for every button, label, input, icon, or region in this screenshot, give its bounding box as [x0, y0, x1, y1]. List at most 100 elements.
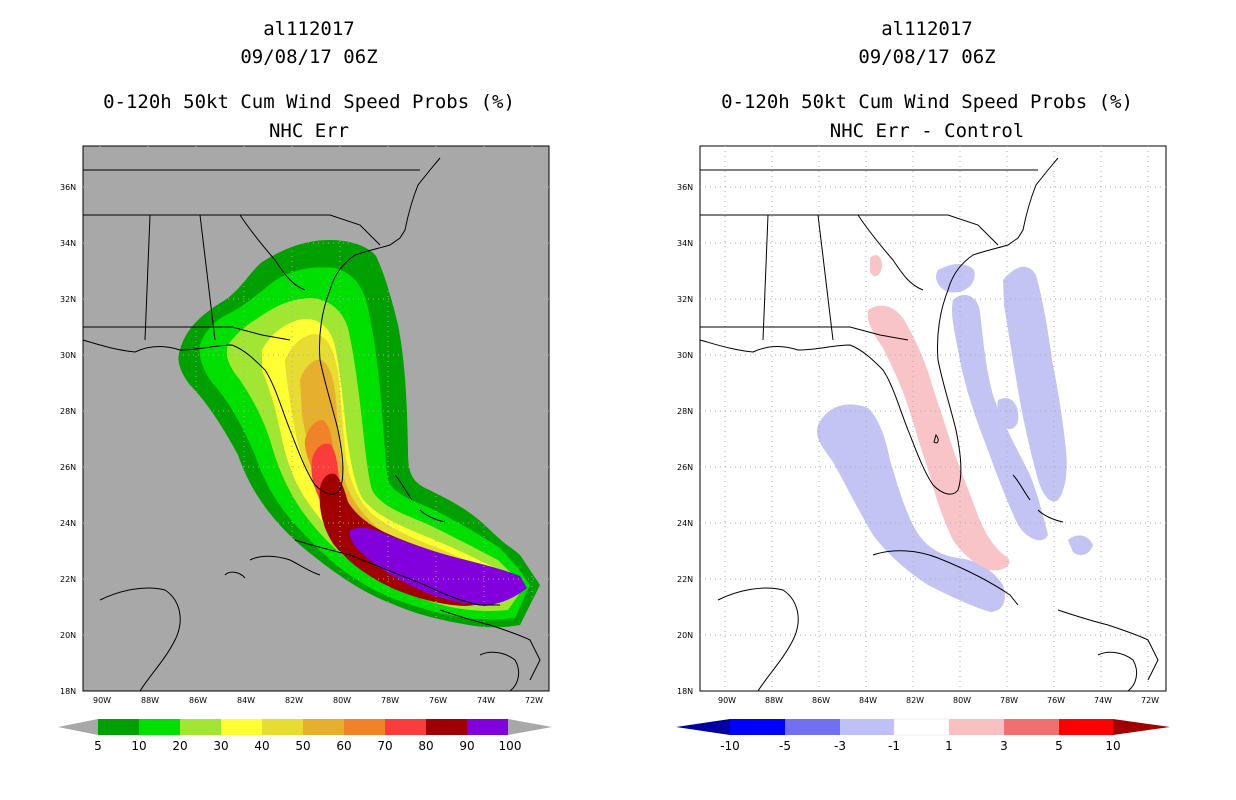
left-lat-label: 18N [60, 687, 76, 696]
right-panel: al112017 09/08/17 06Z 0-120h 50kt Cum Wi… [618, 0, 1236, 800]
right-colorbar-cell [893, 718, 950, 736]
left-colorbar-label: 5 [94, 739, 102, 753]
left-datetime: 09/08/17 06Z [240, 46, 378, 68]
right-colorbar-label: -5 [779, 739, 791, 753]
right-product-title: 0-120h 50kt Cum Wind Speed Probs (%) [721, 91, 1133, 113]
right-colorbar-cell [1059, 719, 1113, 735]
negative-diff-region [997, 398, 1019, 430]
left-lat-ticks: 18N 20N 22N 24N 26N 28N 30N 32N 34N 36N [60, 183, 76, 696]
right-lat-label: 30N [677, 351, 693, 360]
left-storm-id: al112017 [263, 18, 355, 40]
right-colorbar-label: 5 [1055, 739, 1063, 753]
left-colorbar-label: 90 [459, 739, 474, 753]
left-lat-label: 32N [60, 295, 76, 304]
left-lat-label: 36N [60, 183, 76, 192]
left-lat-label: 34N [60, 239, 76, 248]
left-product-title: 0-120h 50kt Cum Wind Speed Probs (%) [103, 91, 515, 113]
right-lon-label: 90W [718, 696, 736, 705]
right-difference-fields [817, 255, 1093, 612]
left-colorbar-cell [344, 719, 385, 735]
left-lat-label: 22N [60, 575, 76, 584]
left-colorbar-under-arrow [58, 719, 98, 735]
right-colorbar-label: -3 [834, 739, 846, 753]
right-map: 18N 20N 22N 24N 26N 28N 30N 32N 34N 36N … [677, 145, 1167, 705]
negative-diff-region [1068, 535, 1093, 556]
left-subtitle: NHC Err [268, 120, 350, 142]
left-colorbar-cell [385, 719, 426, 735]
right-colorbar-cell [949, 719, 1004, 735]
right-lon-label: 86W [812, 696, 830, 705]
left-colorbar-label: 10 [131, 739, 146, 753]
right-lat-label: 24N [677, 519, 693, 528]
left-colorbar-cell [426, 719, 467, 735]
right-lat-label: 22N [677, 575, 693, 584]
right-lat-label: 28N [677, 407, 693, 416]
left-lat-label: 20N [60, 631, 76, 640]
left-colorbar-cell [180, 719, 221, 735]
left-colorbar-label: 70 [377, 739, 392, 753]
right-lat-label: 34N [677, 239, 693, 248]
right-colorbar-cell [785, 719, 840, 735]
right-map-svg: 18N 20N 22N 24N 26N 28N 30N 32N 34N 36N … [676, 145, 1170, 753]
left-lon-label: 74W [477, 696, 495, 705]
right-lat-label: 32N [677, 295, 693, 304]
band-90 [349, 527, 527, 606]
right-lat-label: 18N [677, 687, 693, 696]
right-lat-label: 26N [677, 463, 693, 472]
negative-diff-region [1003, 266, 1067, 502]
right-lon-label: 80W [953, 696, 971, 705]
right-colorbar-label: -10 [720, 739, 740, 753]
right-lon-label: 88W [765, 696, 783, 705]
left-lat-label: 24N [60, 519, 76, 528]
positive-diff-region [867, 305, 1010, 571]
left-lon-label: 86W [189, 696, 207, 705]
left-lon-label: 76W [429, 696, 447, 705]
left-map-svg: 18N 20N 22N 24N 26N 28N 30N 32N 34N 36N … [58, 145, 552, 753]
left-map: 18N 20N 22N 24N 26N 28N 30N 32N 34N 36N … [60, 145, 550, 705]
left-lon-label: 84W [237, 696, 255, 705]
right-subtitle: NHC Err - Control [829, 120, 1025, 142]
right-colorbar: -10 -5 -3 -1 1 3 5 10 [676, 718, 1170, 753]
right-colorbar-under-arrow [676, 719, 730, 735]
left-colorbar-cell [98, 719, 139, 735]
right-lat-ticks: 18N 20N 22N 24N 26N 28N 30N 32N 34N 36N [677, 183, 693, 696]
left-colorbar-cell [303, 719, 344, 735]
band-50 [300, 359, 502, 588]
left-lon-label: 72W [525, 696, 543, 705]
left-colorbar-label: 50 [295, 739, 310, 753]
right-lon-label: 82W [906, 696, 924, 705]
left-probability-swath [178, 240, 540, 628]
right-colorbar-over-arrow [1113, 719, 1170, 735]
right-lat-label: 36N [677, 183, 693, 192]
left-coastlines [82, 157, 541, 692]
left-lon-ticks: 90W 88W 86W 84W 82W 80W 78W 76W 74W 72W [93, 696, 543, 705]
left-colorbar-cell [139, 719, 180, 735]
negative-diff-region [817, 404, 1005, 612]
right-lon-label: 76W [1047, 696, 1065, 705]
left-lon-label: 82W [285, 696, 303, 705]
left-panel: al112017 09/08/17 06Z 0-120h 50kt Cum Wi… [58, 18, 552, 753]
right-colorbar-cell [730, 719, 785, 735]
left-colorbar-label: 30 [213, 739, 228, 753]
left-gridlines [83, 146, 549, 691]
right-lon-label: 74W [1094, 696, 1112, 705]
right-storm-id: al112017 [881, 18, 973, 40]
right-colorbar-label: 3 [1000, 739, 1008, 753]
right-gridlines [700, 146, 1166, 691]
left-lat-label: 30N [60, 351, 76, 360]
left-colorbar-over-arrow [508, 719, 552, 735]
left-colorbar-cell [262, 719, 303, 735]
right-colorbar-label: -1 [888, 739, 900, 753]
right-colorbar-cell [1004, 719, 1059, 735]
right-lon-label: 78W [1000, 696, 1018, 705]
positive-diff-region [870, 255, 882, 277]
right-datetime: 09/08/17 06Z [858, 46, 996, 68]
left-lat-label: 26N [60, 463, 76, 472]
left-colorbar: 5 10 20 30 40 50 60 70 80 90 100 [58, 719, 552, 753]
left-colorbar-label: 60 [336, 739, 351, 753]
negative-diff-region [936, 264, 975, 293]
right-lon-label: 72W [1141, 696, 1159, 705]
right-lat-label: 20N [677, 631, 693, 640]
left-lon-label: 90W [93, 696, 111, 705]
left-colorbar-label: 100 [499, 739, 522, 753]
